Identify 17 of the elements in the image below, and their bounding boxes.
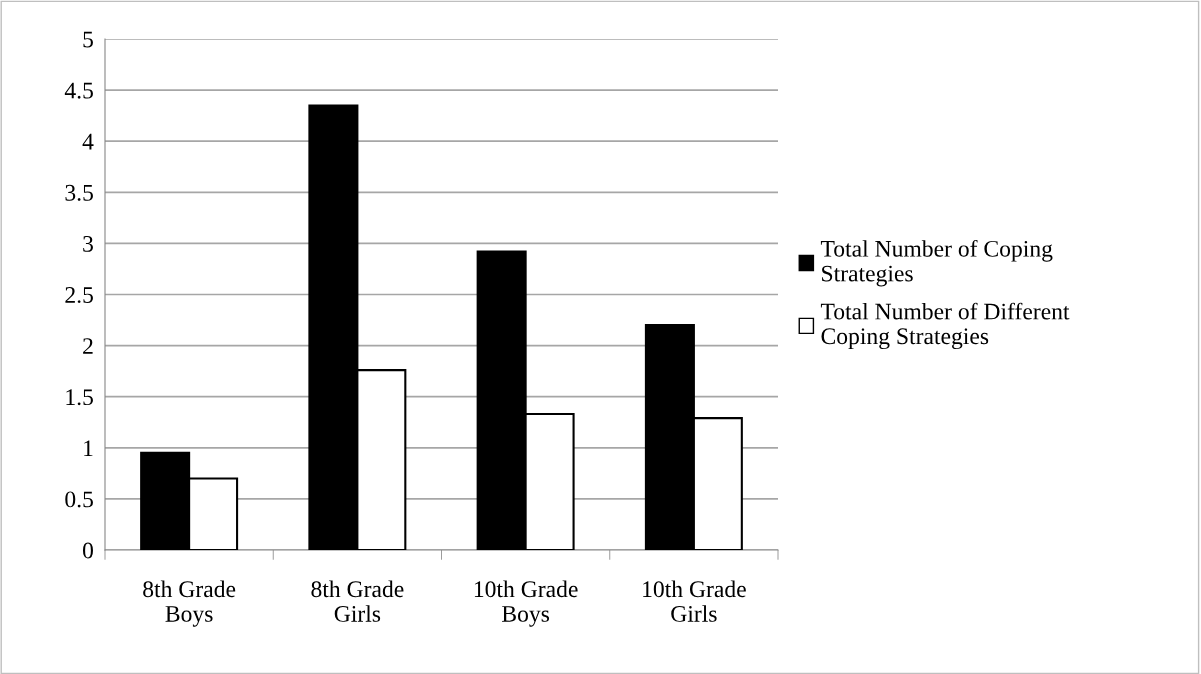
y-tick-label: 3.5 xyxy=(65,184,93,201)
y-tick-label: 5 xyxy=(83,31,93,48)
y-tick-label: 2.5 xyxy=(65,287,93,304)
y-tick-label: 0 xyxy=(82,542,93,559)
y-tick-label: 1.5 xyxy=(66,389,93,406)
y-tick-label: 4 xyxy=(82,133,94,150)
legend-label: Total Number of Coping Strategies xyxy=(820,239,1053,287)
x-tick-label: 10th Grade Girls xyxy=(643,580,746,622)
x-tick-label: 8th Grade Boys xyxy=(143,580,236,627)
y-tick-label: 2 xyxy=(83,338,93,354)
legend-label: Total Number of Different Coping Strategies xyxy=(820,302,1070,350)
y-tick-label: 0.5 xyxy=(65,491,93,508)
x-tick-label: 10th Grade Boys xyxy=(474,580,578,627)
y-tick-label: 1 xyxy=(84,440,93,456)
y-tick-label: 3 xyxy=(83,235,93,252)
y-tick-label: 4.5 xyxy=(64,82,93,99)
x-tick-label: 8th Grade Girls xyxy=(311,580,404,622)
